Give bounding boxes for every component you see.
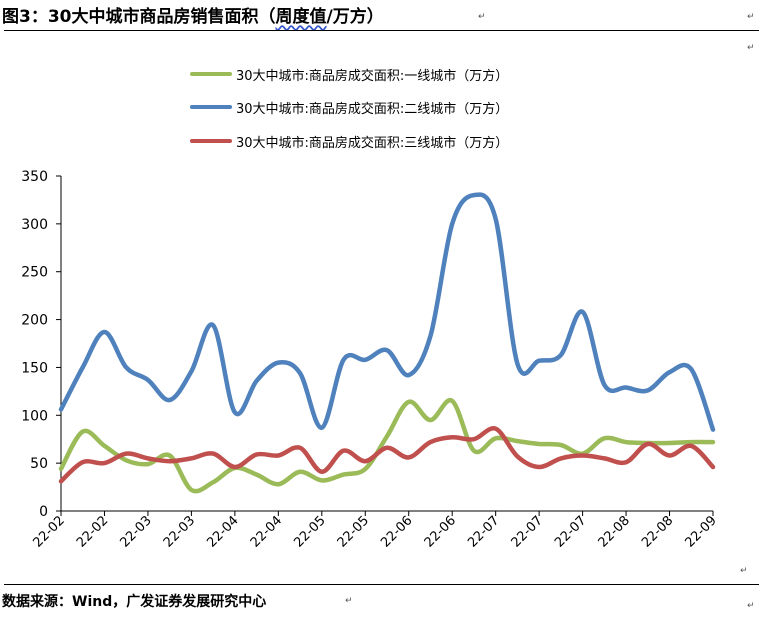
y-tick-label: 250 xyxy=(21,265,48,281)
y-tick-label: 300 xyxy=(21,217,48,233)
x-tick-label: 22-05 xyxy=(291,513,328,550)
x-tick-label: 22-06 xyxy=(422,513,459,550)
paragraph-mark-icon: ↵ xyxy=(747,43,755,53)
x-tick-label: 22-06 xyxy=(378,513,415,550)
figure-title: 图3：30大中城市商品房销售面积（周度值/万方） xyxy=(2,7,384,27)
x-tick-label: 22-04 xyxy=(248,513,285,550)
legend-swatch-tier3 xyxy=(190,139,232,143)
y-tick-label: 0 xyxy=(39,504,48,520)
legend-swatch-tier1 xyxy=(190,72,232,76)
y-tick-label: 200 xyxy=(21,313,48,329)
legend-item-tier1: 30大中城市:商品房成交面积:一线城市（万方） xyxy=(190,66,509,84)
series-line-tier2 xyxy=(58,192,716,432)
x-tick-label: 22-07 xyxy=(552,513,589,550)
legend-item-tier3: 30大中城市:商品房成交面积:三线城市（万方） xyxy=(190,133,509,151)
x-tick-label: 22-03 xyxy=(117,513,154,550)
paragraph-mark-icon: ↵ xyxy=(478,12,486,22)
series-line-tier1 xyxy=(58,398,716,494)
paragraph-mark-icon: ↵ xyxy=(747,601,755,611)
y-axis: 0 50 100 150 200 250 300 350 xyxy=(21,169,62,520)
x-tick-label: 22-08 xyxy=(639,513,676,550)
x-tick-label: 22-05 xyxy=(335,513,372,550)
x-tick-label: 22-04 xyxy=(204,513,241,550)
legend-label-tier2: 30大中城市:商品房成交面积:二线城市（万方） xyxy=(236,101,509,117)
series-layer xyxy=(58,192,716,494)
y-tick-label: 50 xyxy=(30,456,48,472)
paragraph-mark-icon: ↵ xyxy=(345,596,353,606)
x-tick-label: 22-09 xyxy=(683,513,720,550)
paragraph-mark-icon: ↵ xyxy=(740,566,748,576)
source-note: 数据来源：Wind，广发证券发展研究中心 xyxy=(2,594,267,610)
series-line-tier3 xyxy=(58,426,716,484)
y-tick-label: 100 xyxy=(21,408,48,424)
x-tick-label: 22-02 xyxy=(31,513,68,550)
y-tick-label: 150 xyxy=(21,360,48,376)
paragraph-mark-icon: ↵ xyxy=(747,12,755,22)
x-tick-label: 22-08 xyxy=(596,513,633,550)
legend-item-tier2: 30大中城市:商品房成交面积:二线城市（万方） xyxy=(190,99,509,117)
x-tick-label: 22-03 xyxy=(161,513,198,550)
legend-label-tier1: 30大中城市:商品房成交面积:一线城市（万方） xyxy=(236,68,509,84)
x-tick-label: 22-07 xyxy=(465,513,502,550)
top-rule xyxy=(4,30,759,31)
x-axis: 22-02 22-02 22-03 22-03 22-04 22-04 22-05 22-05… xyxy=(31,510,720,551)
legend-label-tier3: 30大中城市:商品房成交面积:三线城市（万方） xyxy=(236,135,509,151)
y-tick-label: 350 xyxy=(21,169,48,185)
x-tick-label: 22-02 xyxy=(74,513,111,550)
x-tick-label: 22-07 xyxy=(509,513,546,550)
legend-swatch-tier2 xyxy=(190,105,232,109)
bottom-rule xyxy=(4,584,759,585)
